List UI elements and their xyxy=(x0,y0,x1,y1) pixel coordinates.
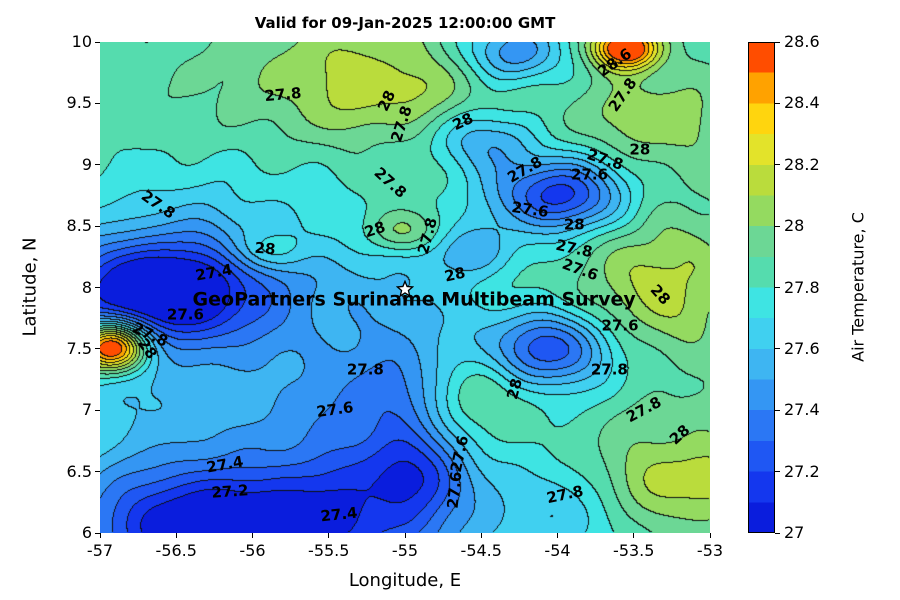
x-tick-mark xyxy=(709,533,711,538)
y-tick-mark xyxy=(95,164,100,166)
contour-label: 27.4 xyxy=(320,503,359,525)
y-tick-label: 6 xyxy=(81,523,92,542)
y-tick-mark xyxy=(95,348,100,350)
y-tick-mark xyxy=(95,41,100,43)
x-tick-label: -56 xyxy=(239,541,266,560)
colorbar-tick-mark xyxy=(775,287,780,288)
colorbar-tick-mark xyxy=(775,348,780,350)
contour-label: 27.8 xyxy=(263,83,303,105)
x-axis-label: Longitude, E xyxy=(348,570,462,591)
contour-label: 27.8 xyxy=(590,360,628,379)
x-tick-mark xyxy=(557,533,558,538)
y-tick-label: 9.5 xyxy=(66,93,92,113)
x-tick-label: -53.5 xyxy=(613,541,655,560)
y-tick-label: 8 xyxy=(81,277,92,297)
survey-annotation: GeoPartners Suriname Multibeam Survey xyxy=(192,288,636,311)
colorbar-tick-mark xyxy=(775,164,780,166)
colorbar-tick-label: 28.2 xyxy=(784,154,820,174)
contour-label: 27.8 xyxy=(346,360,384,379)
colorbar-tick-label: 28.6 xyxy=(784,32,820,51)
x-tick-label: -54 xyxy=(544,541,571,560)
contour-label: 27.6 xyxy=(166,305,204,323)
y-tick-mark xyxy=(95,102,100,104)
x-tick-label: -56.5 xyxy=(155,541,197,560)
x-tick-mark xyxy=(99,533,101,538)
colorbar-tick-label: 27.2 xyxy=(784,461,820,481)
colorbar-tick-mark xyxy=(775,41,780,43)
y-tick-label: 9 xyxy=(81,154,92,174)
colorbar-tick-label: 28 xyxy=(784,216,805,236)
x-tick-label: -55 xyxy=(391,541,419,560)
colorbar-tick-mark xyxy=(775,471,780,473)
colorbar-tick-mark xyxy=(775,225,780,227)
colorbar-tick-mark xyxy=(775,532,780,534)
contour-label: 28 xyxy=(253,239,276,259)
colorbar-tick-label: 27.8 xyxy=(784,277,820,297)
x-tick-label: -54.5 xyxy=(460,541,502,560)
y-tick-mark xyxy=(95,471,100,473)
x-tick-mark xyxy=(252,533,253,538)
contour-label: 27.6 xyxy=(443,470,466,510)
star-marker-icon xyxy=(396,279,414,298)
y-tick-label: 7.5 xyxy=(66,338,92,358)
y-tick-mark xyxy=(95,225,100,227)
plot-area: GeoPartners Suriname Multibeam Survey 27… xyxy=(100,42,710,533)
x-tick-label: -53 xyxy=(696,541,724,560)
y-tick-label: 7 xyxy=(81,400,92,420)
colorbar-tick-label: 28.4 xyxy=(784,93,820,113)
contour-label: 27.2 xyxy=(210,481,249,503)
contour-label: 28 xyxy=(563,215,585,234)
x-tick-mark xyxy=(328,533,330,538)
y-tick-label: 8.5 xyxy=(66,216,92,236)
y-tick-label: 6.5 xyxy=(66,461,92,481)
x-tick-mark xyxy=(175,533,177,538)
x-tick-mark xyxy=(404,533,406,538)
x-tick-label: -57 xyxy=(86,541,114,560)
colorbar xyxy=(748,42,775,533)
colorbar-tick-label: 27 xyxy=(784,523,805,542)
x-tick-mark xyxy=(480,533,482,538)
y-tick-label: 10 xyxy=(71,32,92,51)
colorbar-tick-label: 27.6 xyxy=(784,338,820,358)
contour-label: 28 xyxy=(629,140,651,159)
plot-title: Valid for 09-Jan-2025 12:00:00 GMT xyxy=(254,14,556,32)
colorbar-tick-label: 27.4 xyxy=(784,400,820,420)
colorbar-tick-mark xyxy=(775,409,780,411)
colorbar-tick-mark xyxy=(775,102,780,104)
y-tick-mark xyxy=(95,532,100,534)
x-tick-mark xyxy=(633,533,635,538)
y-tick-mark xyxy=(95,287,100,288)
contour-label: 27.6 xyxy=(601,316,639,335)
y-tick-mark xyxy=(95,409,100,411)
colorbar-label: Air Temperature, C xyxy=(848,212,868,362)
contour-label: 28 xyxy=(443,263,468,286)
x-tick-label: -55.5 xyxy=(308,541,350,560)
contour-label: 27.6 xyxy=(571,165,609,184)
